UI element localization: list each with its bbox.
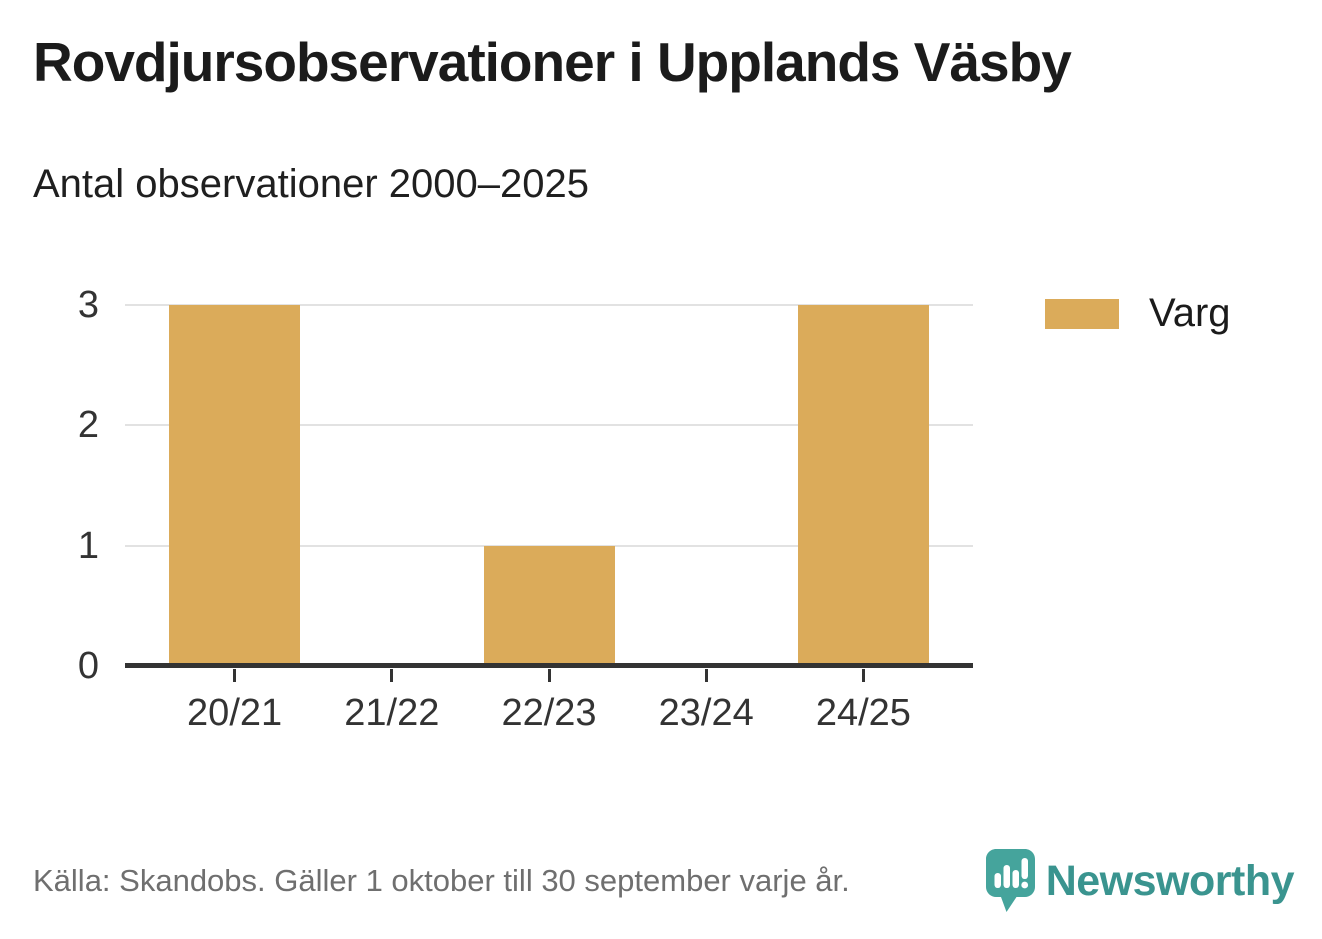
- legend: Varg: [1045, 291, 1231, 336]
- x-axis-tick-24/25: [861, 669, 865, 682]
- legend-swatch-varg: [1045, 298, 1119, 329]
- x-axis-tick-23/24: [704, 669, 708, 682]
- plot-area: 0 1 2 3 20/21 21/22 22/23 23/24 24/25: [78, 286, 973, 734]
- x-axis-label-22/23: 22/23: [501, 692, 597, 734]
- gridline-3: [125, 304, 973, 306]
- chart-title: Rovdjursobservationer i Upplands Väsby: [33, 31, 1072, 93]
- x-axis-label-21/22: 21/22: [344, 692, 440, 734]
- x-axis-line: [125, 663, 973, 668]
- x-axis-tick-20/21: [233, 669, 237, 682]
- gridline-2: [125, 424, 973, 427]
- y-axis-label-2: 2: [77, 404, 99, 447]
- bar-24/25: [797, 305, 929, 666]
- footer: Källa: Skandobs. Gäller 1 oktober till 3…: [33, 840, 1295, 922]
- x-axis-label-23/24: 23/24: [658, 692, 754, 734]
- newsworthy-logo-icon: [985, 849, 1035, 912]
- legend-label-varg: Varg: [1149, 291, 1231, 335]
- bar-22/23: [483, 545, 615, 666]
- y-axis-label-0: 0: [77, 645, 99, 687]
- source-note: Källa: Skandobs. Gäller 1 oktober till 3…: [33, 863, 850, 898]
- x-axis-label-20/21: 20/21: [187, 692, 283, 734]
- y-axis-label-3: 3: [77, 284, 99, 326]
- x-axis-tick-22/23: [547, 669, 551, 682]
- bar-20/21: [169, 305, 301, 666]
- y-axis-label-1: 1: [77, 524, 99, 567]
- x-axis-tick-21/22: [390, 669, 394, 682]
- newsworthy-brand: Newsworthy: [985, 848, 1295, 914]
- chart-subtitle: Antal observationer 2000–2025: [33, 162, 589, 206]
- newsworthy-wordmark: Newsworthy: [1045, 856, 1295, 905]
- x-axis-label-24/25: 24/25: [815, 692, 911, 734]
